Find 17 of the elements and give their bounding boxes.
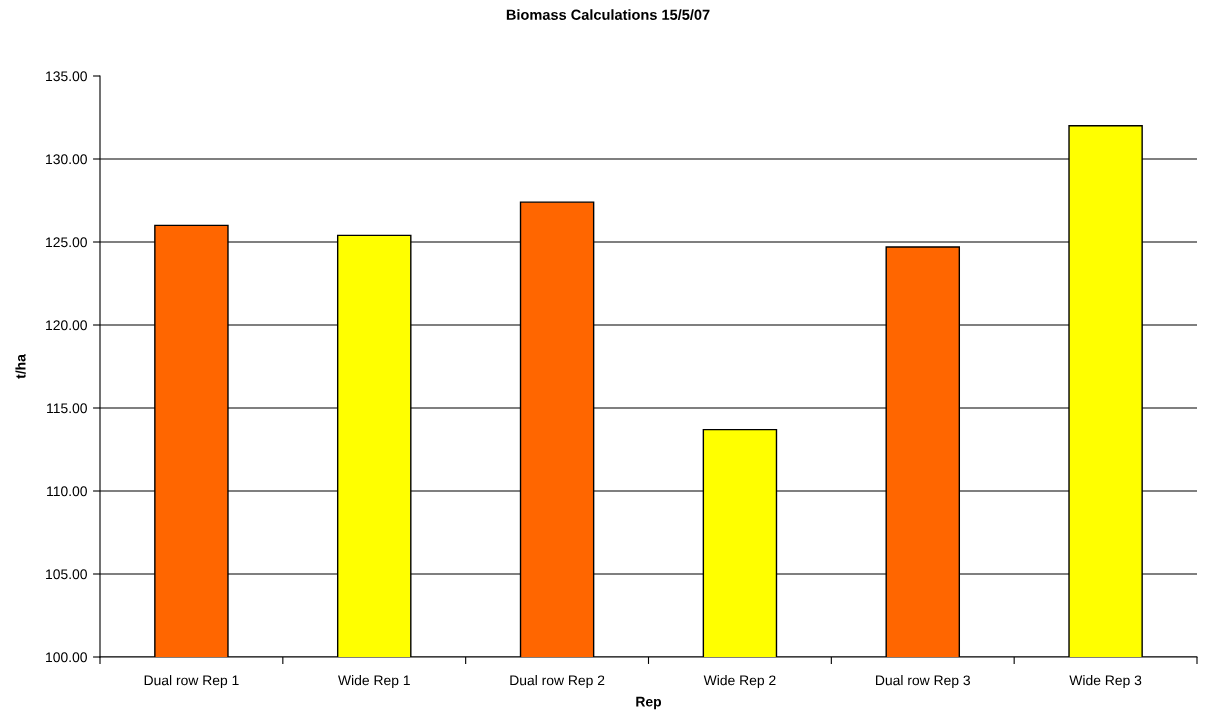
x-tick-label: Wide Rep 2 xyxy=(703,675,776,688)
x-tick-label: Dual row Rep 3 xyxy=(876,675,970,688)
x-tick-label: Dual row Rep 2 xyxy=(510,675,605,688)
x-axis-title: Rep xyxy=(636,696,662,710)
y-tick-label: 135.00 xyxy=(46,71,87,82)
y-tick-label: 120.00 xyxy=(46,320,87,331)
x-tick-label: Wide Rep 1 xyxy=(338,675,410,688)
y-tick-label: 115.00 xyxy=(47,403,87,414)
y-tick-label: 110.00 xyxy=(47,486,87,497)
y-tick-label: 105.00 xyxy=(46,569,87,580)
x-tick-label: Dual row Rep 1 xyxy=(144,675,239,688)
y-tick-label: 100.00 xyxy=(46,652,87,663)
chart-title: Biomass Calculations 15/5/07 xyxy=(506,9,710,21)
x-tick-label: Wide Rep 3 xyxy=(1069,675,1142,688)
y-axis-title: t/ha xyxy=(15,354,26,379)
y-tick-label: 130.00 xyxy=(46,154,87,165)
y-tick-label: 125.00 xyxy=(46,237,87,248)
